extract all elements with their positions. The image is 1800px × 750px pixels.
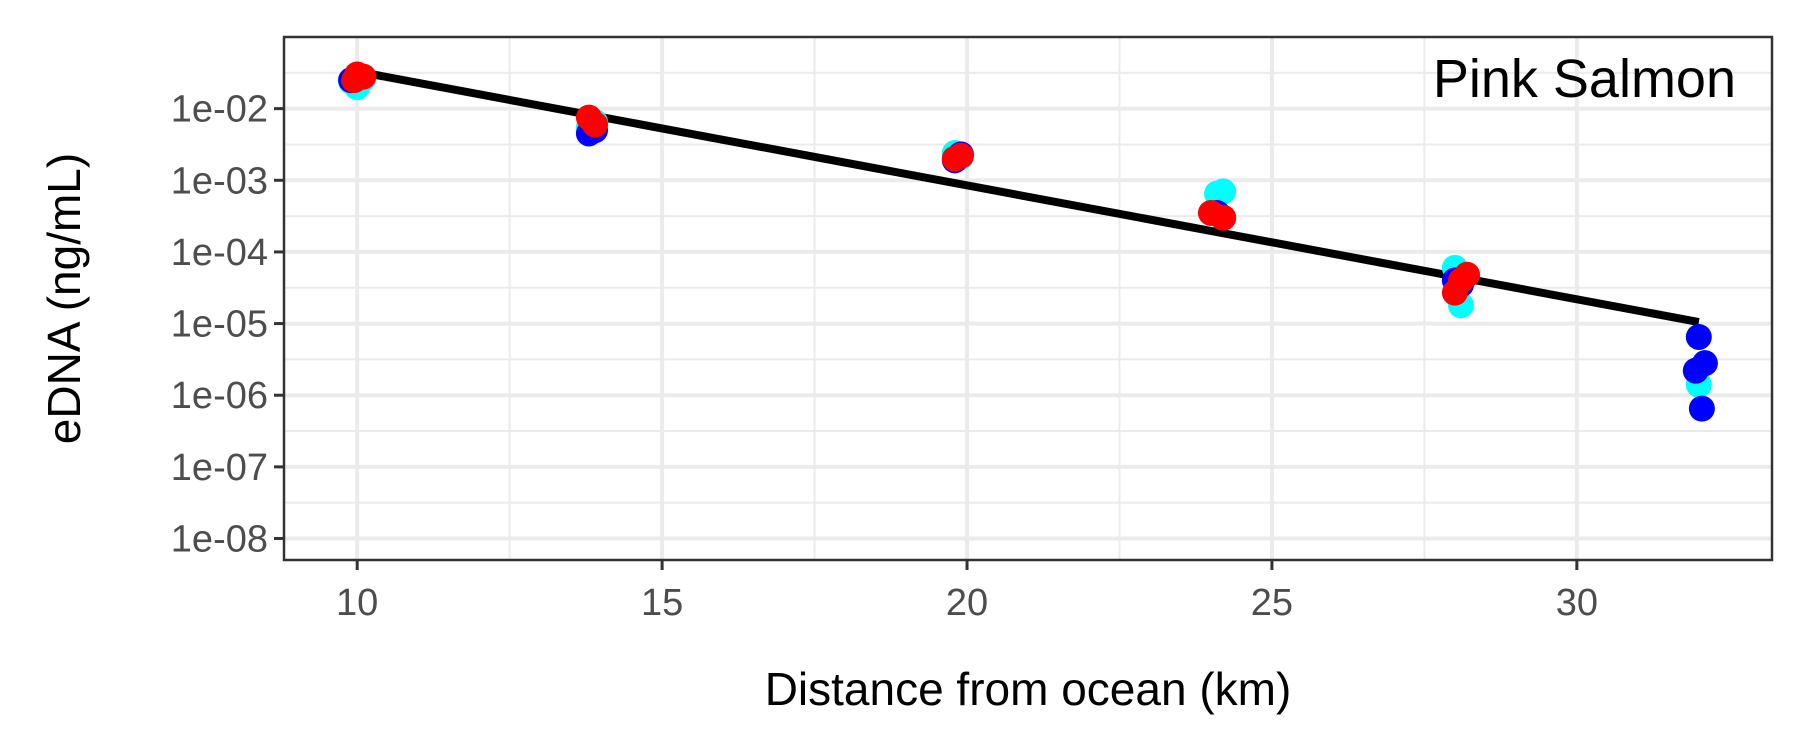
y-axis-title: eDNA (ng/mL) — [38, 153, 90, 444]
y-tick-label: 1e-03 — [171, 160, 268, 202]
data-point — [1685, 323, 1712, 350]
data-point — [947, 142, 974, 169]
x-tick-label: 15 — [641, 582, 683, 624]
x-tick-label: 30 — [1556, 582, 1598, 624]
y-tick-label: 1e-04 — [171, 232, 268, 274]
x-axis-title: Distance from ocean (km) — [765, 663, 1292, 715]
data-point — [1682, 357, 1709, 384]
data-point — [582, 111, 609, 138]
data-point — [1688, 395, 1715, 422]
y-tick-label: 1e-07 — [171, 447, 268, 489]
major-gridlines — [284, 37, 1772, 560]
data-point — [1210, 178, 1237, 205]
x-axis-ticks: 10 15 20 25 30 — [336, 560, 1598, 624]
x-tick-label: 25 — [1251, 582, 1293, 624]
x-tick-label: 20 — [946, 582, 988, 624]
y-tick-label: 1e-05 — [171, 304, 268, 346]
data-point — [1210, 204, 1237, 231]
data-point — [1447, 267, 1474, 294]
y-tick-label: 1e-06 — [171, 375, 268, 417]
x-tick-label: 10 — [336, 582, 378, 624]
y-tick-label: 1e-02 — [171, 89, 268, 131]
panel-border — [282, 35, 1774, 562]
minor-gridlines — [284, 37, 1772, 560]
y-tick-label: 1e-08 — [171, 519, 268, 561]
data-point — [341, 67, 368, 94]
y-axis-ticks: 1e-02 1e-03 1e-04 1e-05 1e-06 1e-07 1e-08 — [171, 89, 284, 561]
annotation-label: Pink Salmon — [1433, 49, 1736, 109]
data-points — [338, 61, 1718, 422]
